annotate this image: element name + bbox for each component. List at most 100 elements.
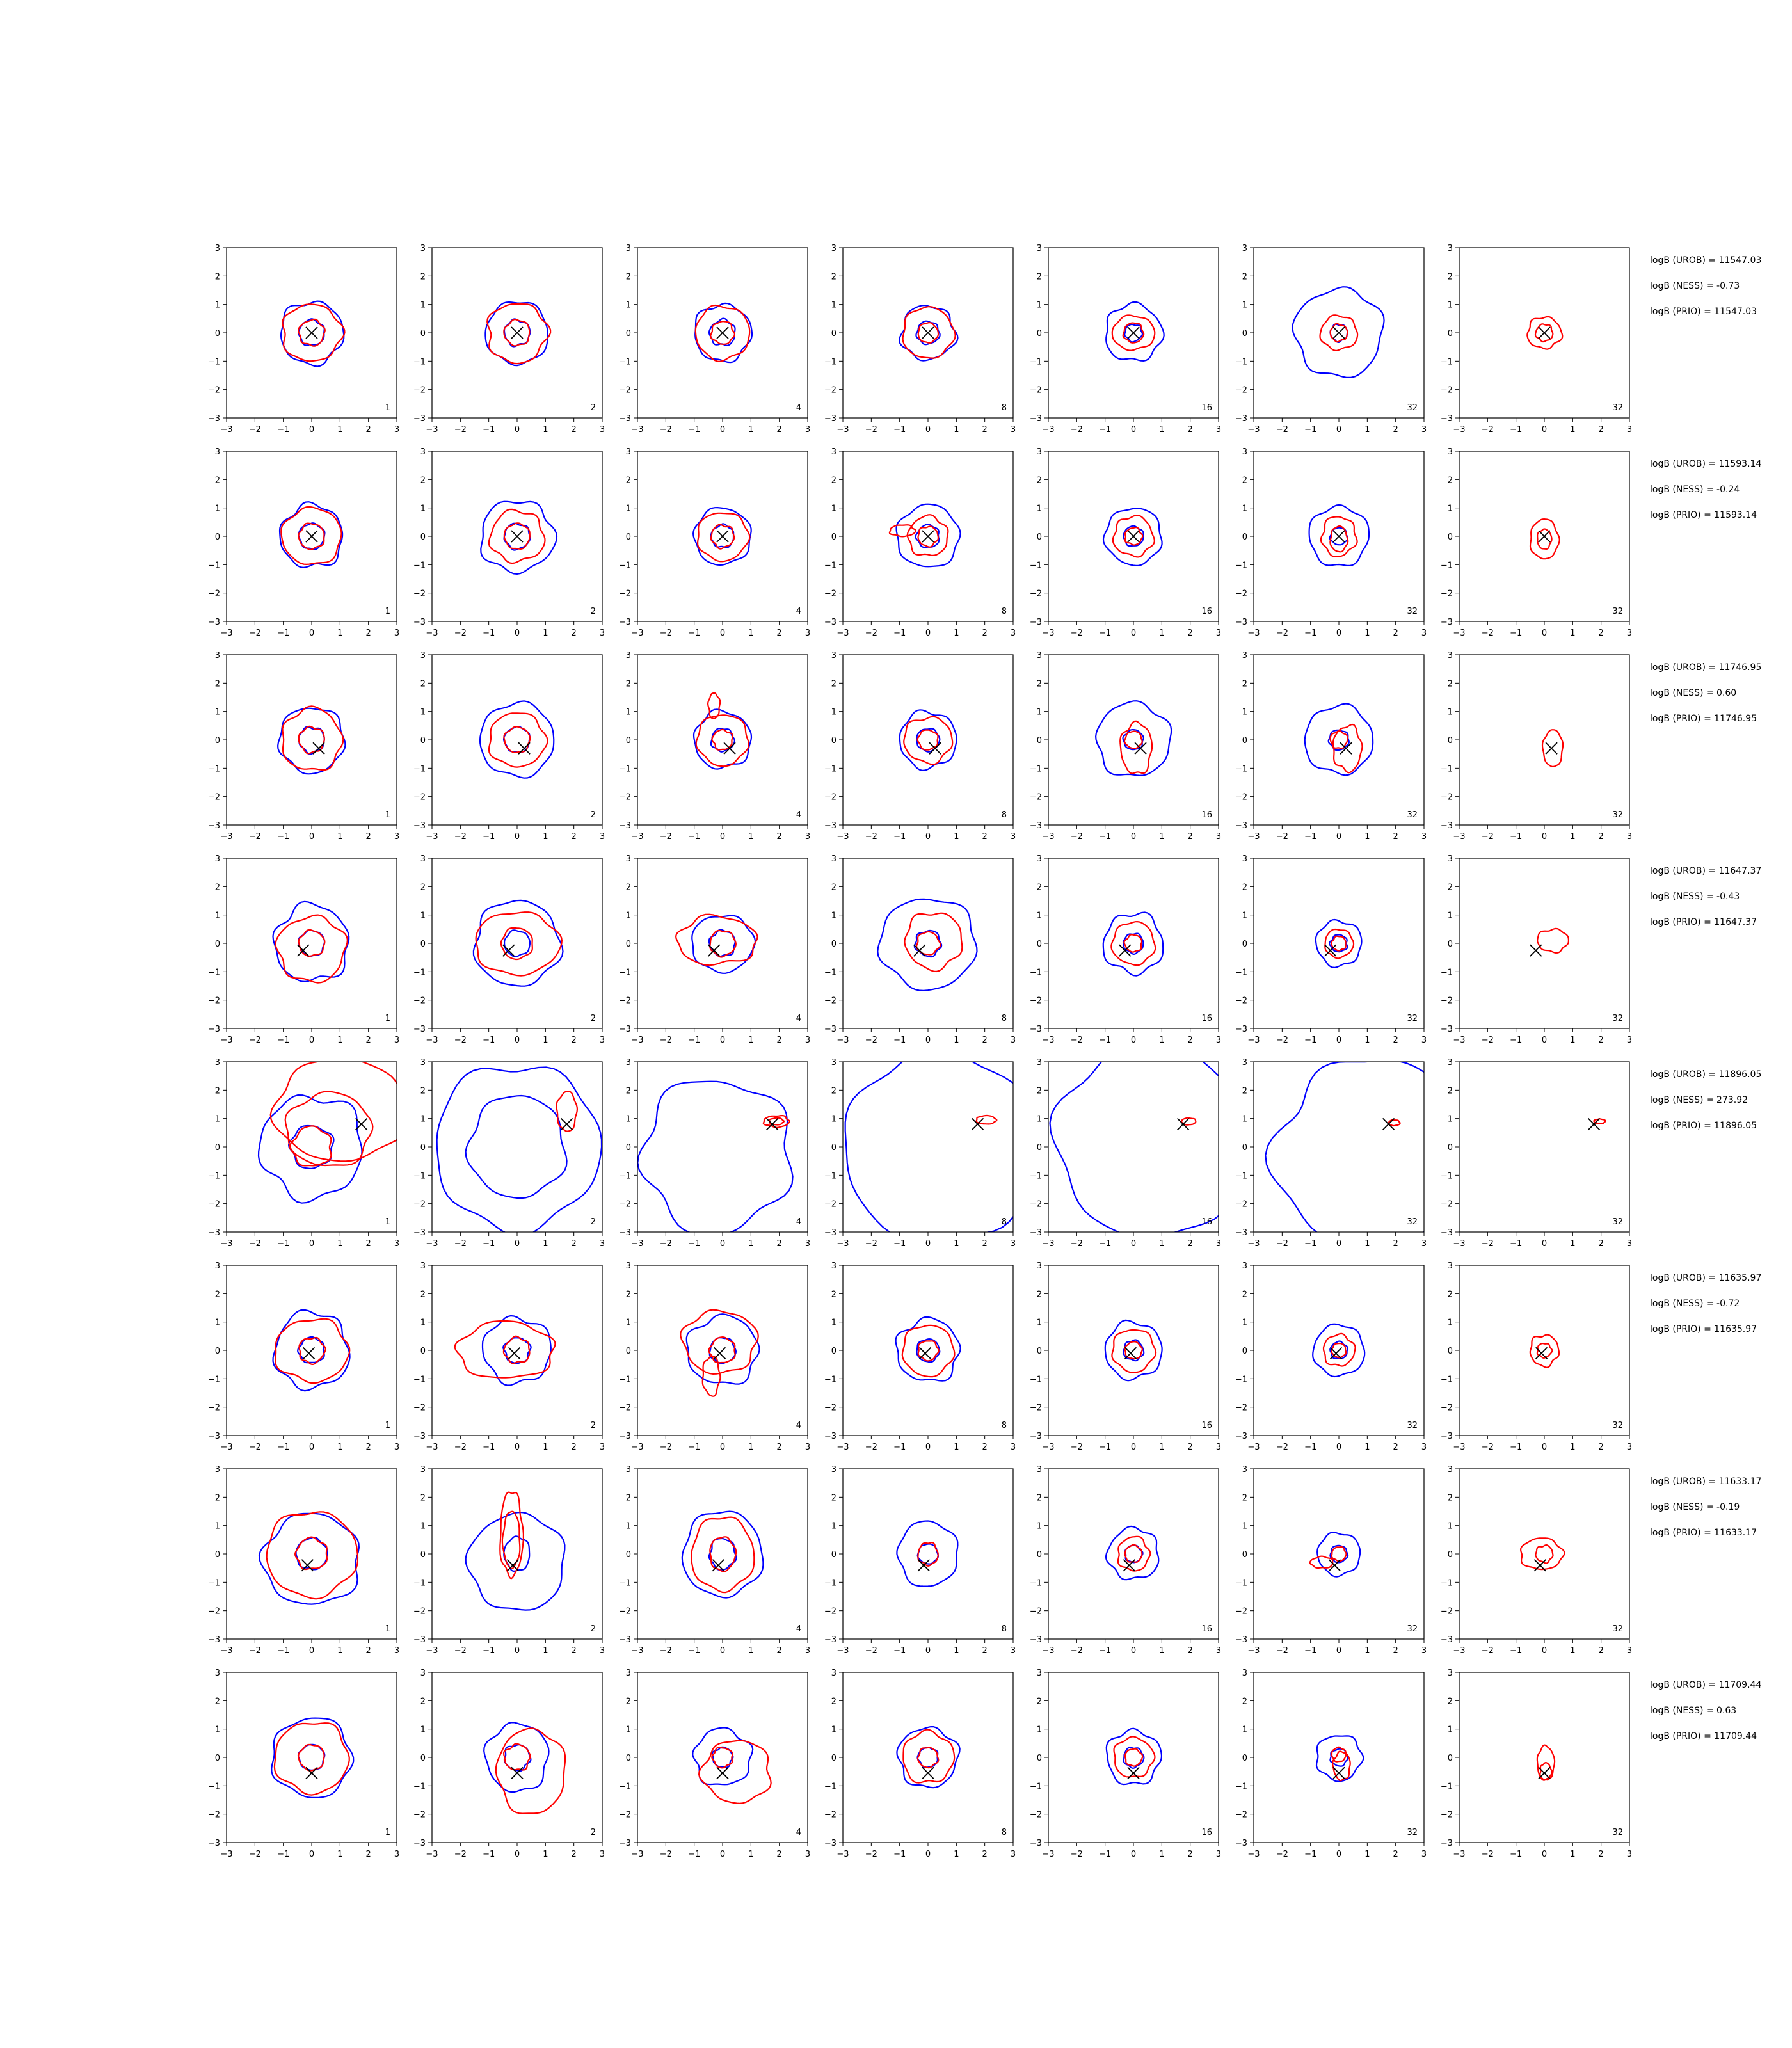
x-tick-label: −1 — [277, 425, 289, 435]
panel-size-label: 32 — [1612, 1014, 1623, 1023]
x-tick-label: −3 — [836, 1850, 849, 1859]
y-tick-label: −3 — [619, 1839, 631, 1848]
y-tick-label: 1 — [1242, 301, 1247, 310]
x-tick-label: 1 — [1159, 1036, 1164, 1045]
x-tick-label: 3 — [394, 1850, 399, 1859]
y-tick-label: 1 — [1242, 504, 1247, 514]
red-contour — [1535, 1544, 1554, 1564]
x-tick-label: 2 — [366, 1036, 371, 1045]
y-tick-label: 3 — [1242, 1058, 1247, 1068]
panel-size-label: 1 — [385, 1828, 390, 1837]
y-tick-label: 2 — [215, 1493, 220, 1503]
logb-stat: logB (NESS) = 0.63 — [1650, 1706, 1736, 1716]
x-tick-label: 1 — [337, 1036, 342, 1045]
x-tick-label: 1 — [543, 628, 548, 638]
axes-frame — [1459, 1468, 1630, 1640]
y-tick-label: −2 — [1441, 793, 1453, 803]
panel-size-label: 8 — [1002, 607, 1007, 616]
x-tick-label: −1 — [1304, 1646, 1316, 1656]
y-tick-label: 1 — [831, 1318, 836, 1328]
y-tick-label: −2 — [1030, 1811, 1042, 1820]
panel-r4-c4: −3−3 −2 −2 −1 −1 0 0 1 1 2 2 3 3 8 — [824, 854, 1016, 1045]
x-tick-label: −2 — [865, 1036, 877, 1045]
x-tick-label: 0 — [309, 1443, 314, 1452]
y-tick-label: 3 — [831, 244, 836, 253]
x-tick-label: 1 — [337, 1443, 342, 1452]
y-tick-label: 0 — [420, 736, 426, 746]
x-tick-label: −3 — [631, 1443, 643, 1452]
y-tick-label: −3 — [1441, 1228, 1453, 1238]
x-tick-label: −1 — [1304, 832, 1316, 842]
y-tick-label: 2 — [420, 1290, 426, 1299]
y-tick-label: 3 — [1242, 854, 1247, 864]
red-contour — [709, 929, 737, 958]
blue-contour — [1105, 1525, 1160, 1581]
x-tick-label: 1 — [1570, 1036, 1575, 1045]
x-tick-label: −1 — [1099, 425, 1111, 435]
red-contour — [284, 1091, 374, 1167]
y-tick-label: −3 — [413, 414, 426, 424]
y-tick-label: 3 — [831, 1668, 836, 1678]
x-tick-label: 2 — [572, 628, 577, 638]
y-tick-label: −3 — [413, 1635, 426, 1645]
x-tick-label: −2 — [249, 1239, 261, 1249]
x-tick-label: −3 — [1247, 1239, 1260, 1249]
y-tick-label: 3 — [420, 651, 426, 660]
blue-contour — [691, 915, 756, 974]
x-tick-label: 2 — [1188, 1850, 1193, 1859]
axes-frame — [1459, 1672, 1630, 1843]
x-tick-label: 1 — [954, 425, 959, 435]
x-tick-label: 2 — [777, 628, 782, 638]
x-tick-label: −3 — [1247, 1443, 1260, 1452]
y-tick-label: −1 — [1441, 1578, 1453, 1588]
x-tick-label: 2 — [1188, 628, 1193, 638]
y-tick-label: −1 — [1030, 764, 1042, 774]
y-tick-label: 1 — [1037, 1725, 1042, 1735]
y-tick-label: 0 — [1037, 1143, 1042, 1153]
red-contour — [906, 514, 949, 557]
x-tick-label: 2 — [777, 425, 782, 435]
x-tick-label: −3 — [426, 832, 438, 842]
y-tick-label: 2 — [1242, 883, 1247, 892]
y-tick-label: 0 — [1242, 1143, 1247, 1153]
x-tick-label: 2 — [777, 1443, 782, 1452]
x-tick-label: 0 — [720, 1036, 725, 1045]
y-tick-label: 2 — [831, 1697, 836, 1706]
x-tick-label: 2 — [366, 1850, 371, 1859]
y-tick-label: 0 — [831, 736, 836, 746]
y-tick-label: −2 — [413, 996, 426, 1006]
panel-size-label: 8 — [1002, 403, 1007, 413]
x-tick-label: 2 — [1599, 1239, 1604, 1249]
y-tick-label: 0 — [420, 329, 426, 339]
red-contour — [902, 1729, 956, 1784]
x-tick-label: 0 — [515, 628, 520, 638]
x-tick-label: 1 — [1570, 1239, 1575, 1249]
x-tick-label: −3 — [220, 1239, 232, 1249]
x-tick-label: −3 — [1453, 1239, 1465, 1249]
x-tick-label: 2 — [1188, 425, 1193, 435]
logb-stat: logB (UROB) = 11635.97 — [1650, 1273, 1761, 1283]
axes-frame — [1459, 1061, 1630, 1233]
x-tick-label: 3 — [600, 425, 605, 435]
panel-r1-c7: −3−3 −2 −2 −1 −1 0 0 1 1 2 2 3 3 32 — [1441, 244, 1632, 435]
y-tick-label: 2 — [1037, 679, 1042, 689]
y-tick-label: −2 — [824, 793, 836, 803]
true-value-marker — [1587, 1117, 1601, 1131]
blue-contour — [1304, 703, 1374, 776]
y-tick-label: 2 — [626, 1290, 631, 1299]
x-tick-label: −3 — [1247, 1646, 1260, 1656]
panel-r2-c1: −3−3 −2 −2 −1 −1 0 0 1 1 2 2 3 3 1 — [208, 447, 399, 638]
y-tick-label: 1 — [1242, 1725, 1247, 1735]
y-tick-label: −2 — [619, 589, 631, 599]
y-tick-label: −1 — [824, 1782, 836, 1791]
panel-r7-c6: −3−3 −2 −2 −1 −1 0 0 1 1 2 2 3 3 32 — [1235, 1465, 1427, 1656]
red-contour — [917, 322, 940, 344]
x-tick-label: −3 — [836, 1443, 849, 1452]
x-tick-label: −1 — [483, 425, 495, 435]
logb-stat: logB (UROB) = 11547.03 — [1650, 255, 1761, 266]
x-tick-label: 1 — [337, 832, 342, 842]
red-contour — [1113, 1736, 1156, 1778]
y-tick-label: −1 — [619, 1578, 631, 1588]
panel-size-label: 32 — [1407, 1217, 1418, 1227]
y-tick-label: −3 — [1030, 1839, 1042, 1848]
